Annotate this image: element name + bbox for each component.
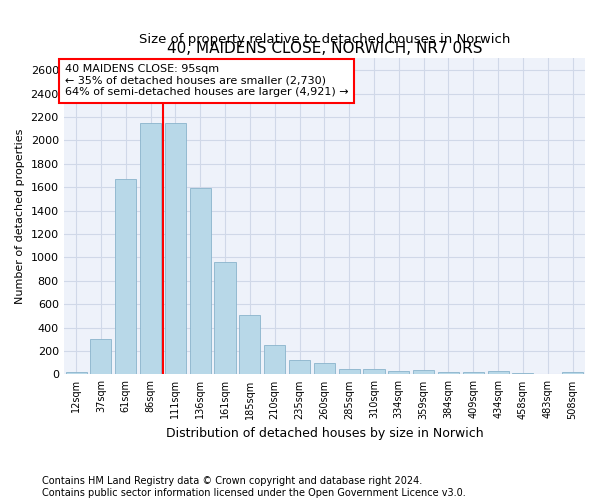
Bar bbox=[289, 360, 310, 374]
Bar bbox=[364, 368, 385, 374]
Bar bbox=[388, 371, 409, 374]
Y-axis label: Number of detached properties: Number of detached properties bbox=[15, 128, 25, 304]
Bar bbox=[264, 345, 285, 374]
Text: Size of property relative to detached houses in Norwich: Size of property relative to detached ho… bbox=[139, 33, 510, 46]
Bar bbox=[438, 372, 459, 374]
Title: 40, MAIDENS CLOSE, NORWICH, NR7 0RS: 40, MAIDENS CLOSE, NORWICH, NR7 0RS bbox=[167, 41, 482, 56]
Text: 40 MAIDENS CLOSE: 95sqm
← 35% of detached houses are smaller (2,730)
64% of semi: 40 MAIDENS CLOSE: 95sqm ← 35% of detache… bbox=[65, 64, 349, 98]
Bar bbox=[512, 372, 533, 374]
Bar bbox=[488, 371, 509, 374]
Bar bbox=[314, 362, 335, 374]
Bar bbox=[65, 372, 86, 374]
X-axis label: Distribution of detached houses by size in Norwich: Distribution of detached houses by size … bbox=[166, 427, 483, 440]
Bar bbox=[190, 188, 211, 374]
Bar bbox=[562, 372, 583, 374]
Bar bbox=[140, 123, 161, 374]
Text: Contains HM Land Registry data © Crown copyright and database right 2024.
Contai: Contains HM Land Registry data © Crown c… bbox=[42, 476, 466, 498]
Bar bbox=[115, 179, 136, 374]
Bar bbox=[239, 316, 260, 374]
Bar bbox=[165, 123, 186, 374]
Bar bbox=[214, 262, 236, 374]
Bar bbox=[463, 372, 484, 374]
Bar bbox=[338, 368, 360, 374]
Bar bbox=[413, 370, 434, 374]
Bar bbox=[91, 340, 112, 374]
